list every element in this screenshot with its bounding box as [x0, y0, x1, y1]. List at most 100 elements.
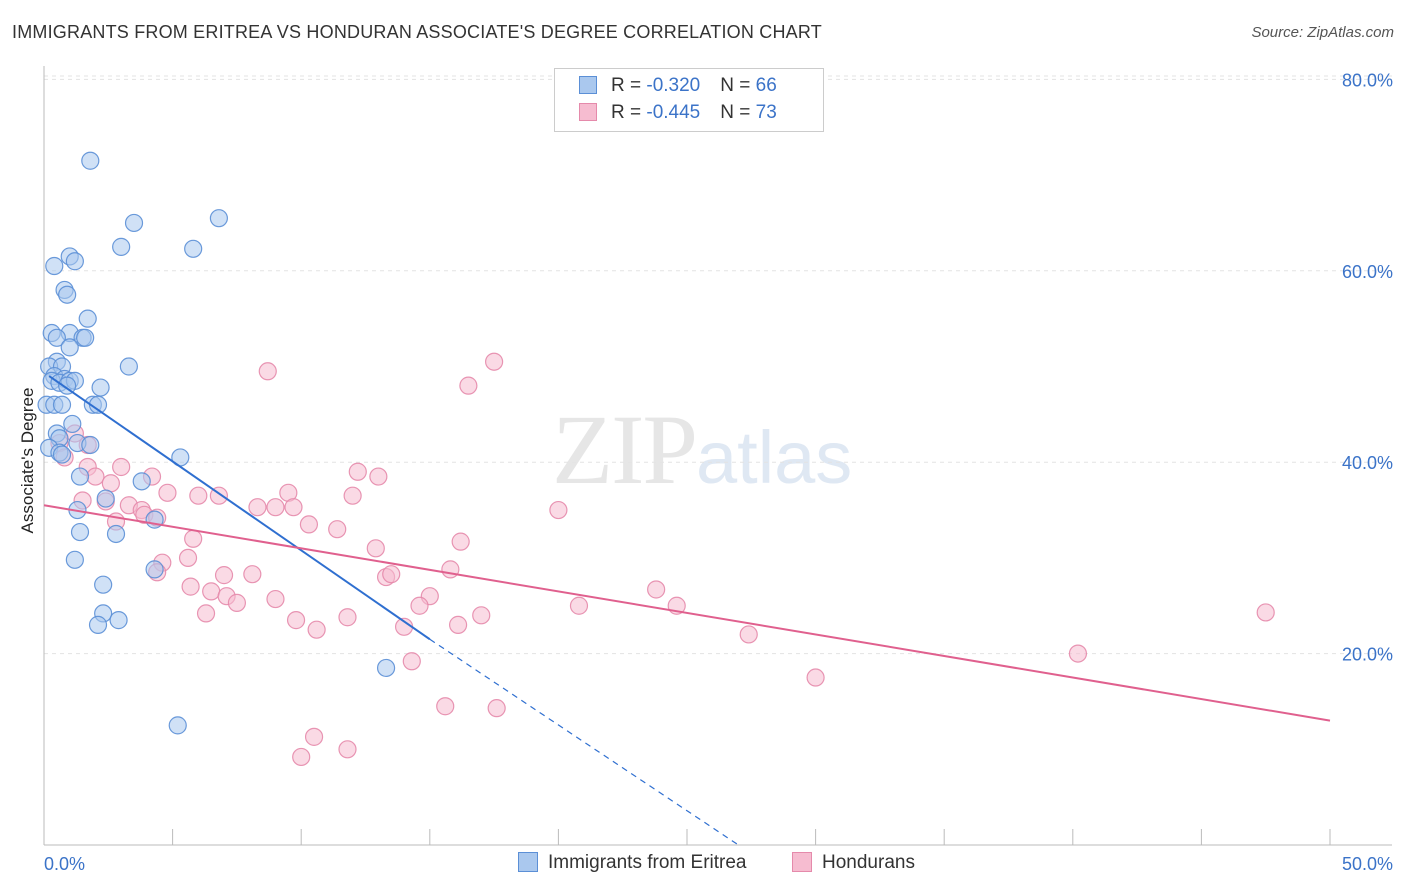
x-tick-label-min: 0.0% [44, 854, 85, 874]
honduran-point [343, 486, 362, 505]
honduran-point [451, 532, 470, 551]
x-tick-label-max: 50.0% [1342, 854, 1393, 874]
eritrea-point [132, 472, 151, 491]
correlation-legend: R = -0.320 N = 66 R = -0.445 N = 73 [554, 68, 824, 132]
honduran-point [549, 500, 568, 520]
eritrea-point [88, 615, 108, 634]
honduran-point [472, 606, 491, 625]
bottom-legend-label-hondurans: Hondurans [822, 852, 915, 873]
eritrea-point [106, 524, 126, 544]
legend-r-label: R = [611, 75, 647, 96]
honduran-point [112, 457, 131, 477]
honduran-point [86, 467, 105, 486]
eritrea-point [184, 239, 203, 258]
honduran-point [487, 699, 506, 718]
honduran-point [328, 520, 347, 539]
bottom-legend-swatch-eritrea [518, 852, 538, 872]
honduran-point [1068, 644, 1088, 663]
honduran-point [647, 580, 666, 599]
eritrea-point [112, 237, 131, 256]
honduran-point [299, 515, 319, 534]
y-tick-label: 80.0% [1342, 70, 1393, 90]
y-axis-title: Associate's Degree [18, 388, 37, 534]
honduran-point [338, 608, 357, 627]
eritrea-point [119, 357, 138, 376]
trend-lines [43, 375, 1331, 846]
eritrea-point [81, 151, 100, 170]
legend-r-value: -0.320 [646, 75, 701, 96]
eritrea-point [91, 378, 110, 397]
eritrea-point [209, 209, 228, 228]
honduran-point [214, 566, 234, 585]
chart-source: Source: ZipAtlas.com [1251, 24, 1394, 41]
y-tick-label: 40.0% [1342, 453, 1393, 473]
honduran-point [284, 498, 303, 517]
honduran-point [286, 611, 306, 630]
eritrea-point [52, 395, 72, 414]
chart-title: IMMIGRANTS FROM ERITREA VS HONDURAN ASSO… [12, 22, 822, 42]
honduran-point [292, 747, 311, 767]
y-tick-label: 60.0% [1342, 262, 1393, 282]
honduran-point [436, 697, 455, 716]
y-tick-label: 20.0% [1342, 645, 1393, 665]
honduran-point [366, 539, 385, 558]
honduran-point [266, 498, 285, 517]
eritrea-point [78, 309, 97, 328]
honduran-point [227, 593, 246, 612]
honduran-point [248, 498, 267, 517]
eritrea-point [58, 285, 77, 304]
honduran-point [441, 560, 460, 579]
legend-swatch-hondurans [579, 103, 597, 121]
honduran-point [189, 486, 208, 505]
legend-r-label: R = [611, 102, 647, 123]
eritrea-point [94, 575, 113, 594]
honduran-point [181, 577, 200, 596]
legend-r-value: -0.445 [646, 102, 701, 123]
bottom-legend-swatch-hondurans [792, 852, 812, 872]
honduran-point [410, 596, 429, 615]
honduran-point [459, 376, 478, 395]
eritrea-point [65, 550, 84, 569]
watermark-atlas: atlas [696, 416, 853, 499]
honduran-point [369, 467, 388, 486]
eritrea-point [168, 716, 187, 735]
eritrea-point [109, 611, 128, 630]
honduran-point [348, 462, 367, 481]
bottom-legend-eritrea: Immigrants from Eritrea [518, 852, 746, 874]
tick-labels: 20.0% 40.0% 60.0% 80.0% 0.0% 50.0% Associate's… [18, 70, 1393, 874]
honduran-point [304, 727, 324, 746]
watermark: ZIPatlas [552, 392, 852, 507]
honduran-point [1256, 603, 1275, 622]
eritrea-point [58, 376, 77, 395]
eritrea-trend-line [48, 375, 431, 641]
data-points [37, 151, 1275, 767]
eritrea-point [63, 414, 82, 434]
eritrea-trend-extension [429, 638, 739, 846]
honduran-point [307, 620, 326, 639]
honduran-point [243, 565, 262, 584]
eritrea-point [47, 328, 66, 347]
legend-row-eritrea: R = -0.320 N = 66 [579, 75, 777, 101]
honduran-point [382, 565, 401, 584]
legend-n-label: N = [720, 102, 756, 123]
legend-n-label: N = [720, 75, 756, 96]
legend-n-value: 73 [755, 102, 777, 123]
honduran-trend-line [43, 504, 1331, 722]
eritrea-point [376, 658, 396, 678]
eritrea-point [45, 256, 64, 276]
gridlines [44, 75, 1392, 655]
legend-swatch-eritrea [579, 76, 597, 94]
honduran-point [338, 740, 357, 759]
honduran-point [402, 652, 421, 671]
eritrea-point [81, 435, 100, 455]
honduran-point [485, 352, 504, 371]
honduran-point [569, 596, 589, 615]
eritrea-point [76, 328, 95, 347]
eritrea-point [70, 467, 90, 486]
eritrea-point [65, 252, 84, 271]
honduran-point [178, 548, 198, 568]
eritrea-point [124, 213, 144, 233]
eritrea-point [52, 445, 72, 464]
watermark-zip: ZIP [552, 394, 698, 505]
